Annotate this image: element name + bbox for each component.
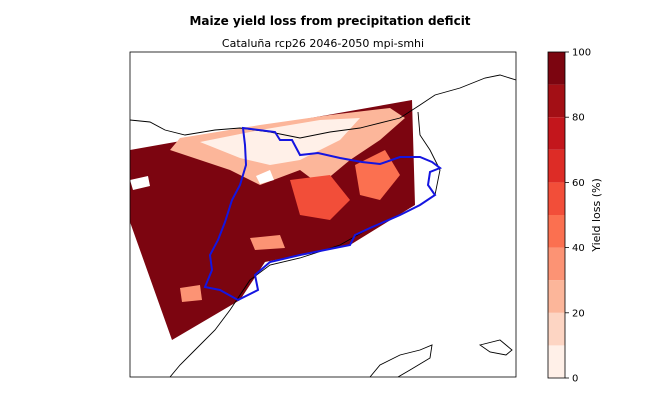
colorbar-segment (548, 312, 565, 346)
colorbar-segment (548, 280, 565, 313)
colorbar-tick-label: 100 (572, 48, 591, 59)
yield-patch (250, 235, 285, 250)
colorbar-tick-label: 60 (572, 178, 585, 189)
colorbar-segment (548, 182, 565, 215)
colorbar-tick-label: 40 (572, 243, 585, 254)
colorbar-tick-label: 80 (572, 113, 585, 124)
no-data (256, 170, 274, 184)
map-frame (129, 51, 517, 378)
colorbar-segment (548, 247, 565, 281)
subtitle: Cataluña rcp26 2046-2050 mpi-smhi (222, 37, 424, 50)
colorbar-segment (548, 117, 565, 150)
map (130, 74, 516, 377)
colorbar-segment (548, 52, 565, 85)
title: Maize yield loss from precipitation defi… (189, 14, 470, 28)
yield-patch (180, 285, 202, 302)
islands (369, 339, 513, 377)
colorbar-segment (548, 84, 565, 118)
region-border (203, 126, 443, 302)
no-data (130, 176, 150, 190)
colorbar-tick-label: 0 (572, 374, 578, 385)
colorbar-frame (547, 51, 566, 379)
colorbar-segment (548, 215, 565, 248)
colorbar: 0 20 40 60 80 100 (547, 48, 591, 385)
colorbar-label: Yield loss (%) (590, 178, 603, 252)
colorbar-segment (548, 149, 565, 183)
yield-patch (200, 118, 360, 165)
colorbar-segment (548, 345, 565, 378)
colorbar-tick-label: 20 (572, 308, 585, 319)
yield-patch (290, 175, 350, 220)
